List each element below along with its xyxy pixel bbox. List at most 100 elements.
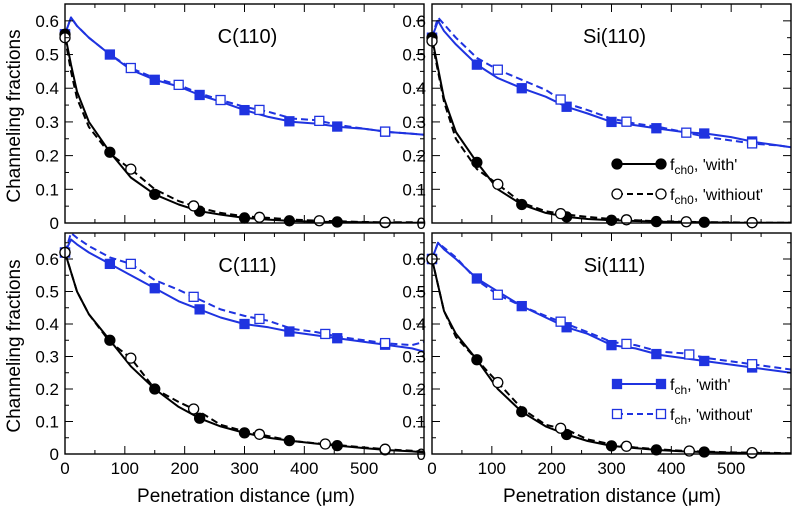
y-tick-label: 0.6 (402, 12, 426, 31)
marker-fch_with (332, 333, 343, 344)
marker-fch0_without (554, 422, 567, 434)
y-tick-label: 0.5 (35, 46, 59, 65)
marker-fch_without (188, 291, 199, 302)
y-tick-label: 0.2 (35, 380, 59, 399)
marker-fch_with (284, 326, 295, 337)
marker-fch_without (320, 328, 331, 340)
y-tick-label: 0.4 (402, 315, 426, 334)
y-tick-label: 0.3 (35, 348, 59, 367)
marker-fch0_with (193, 412, 206, 424)
x-axis-label-left: Penetration distance (μm) (137, 486, 355, 507)
y-tick-label: 0.4 (35, 79, 59, 98)
x-tick-label: 100 (111, 459, 139, 478)
marker-fch_with (471, 273, 483, 284)
marker-fch0_without (492, 376, 504, 389)
marker-fch_with (561, 322, 572, 333)
marker-fch_with (194, 89, 205, 101)
y-tick-label: 0.5 (35, 283, 59, 302)
series-line-fch0_without (432, 258, 791, 454)
panel-0-curves (65, 16, 424, 223)
y-tick-label: 0.3 (402, 113, 426, 132)
marker-fch0_with (471, 354, 483, 366)
marker-fch_with (606, 116, 617, 128)
marker-fch_with (699, 355, 710, 367)
marker-fch_with (471, 59, 483, 70)
marker-fch0_without (125, 163, 137, 175)
panel-title: Si(110) (583, 26, 646, 48)
panel-title: C(111) (218, 255, 276, 277)
y-tick-label: 0.6 (35, 12, 59, 31)
panel-1: 0 0.1 0.2 0.3 0.4 0.5 0.6 Si(110) (402, 3, 792, 233)
marker-fch_without (173, 79, 184, 91)
series-line-fch_without (432, 241, 791, 371)
marker-fch_without (492, 64, 503, 75)
y-tick-label: 0 (50, 214, 59, 233)
y-tick-label: 0.1 (402, 413, 426, 432)
marker-fch0_without (492, 178, 504, 190)
marker-fch0_with (516, 406, 528, 418)
marker-fch0_without (620, 214, 633, 226)
legend-marker-fch0_with (655, 158, 667, 170)
legend-bottom-right: fch, 'with' fch, 'without' (611, 377, 753, 427)
marker-fch_without (681, 127, 692, 138)
marker-fch0_with (650, 215, 663, 228)
marker-fch0_without (554, 207, 567, 220)
marker-fch0_with (471, 156, 483, 169)
marker-fch_with (606, 339, 617, 351)
marker-fch_without (379, 126, 391, 137)
y-tick-label: 0.2 (35, 147, 59, 166)
marker-fch_without (621, 116, 632, 127)
marker-fch0_with (331, 216, 343, 228)
y-tick-label: 0.3 (402, 348, 426, 367)
marker-fch_with (332, 121, 343, 132)
x-tick-label: 0 (60, 459, 69, 478)
marker-fch0_without (680, 216, 692, 228)
marker-fch0_with (516, 198, 528, 211)
marker-fch_with (239, 318, 250, 330)
y-tick-label: 0.2 (402, 147, 426, 166)
x-tick-label: 500 (717, 459, 745, 478)
legend-marker-fch_with (611, 378, 623, 390)
marker-fch0_with (149, 383, 161, 395)
marker-fch_without (555, 94, 566, 105)
x-tick-label: 200 (537, 459, 565, 478)
marker-fch_with (104, 258, 116, 270)
marker-fch0_with (104, 334, 116, 346)
series-line-fch0_with (432, 258, 791, 454)
marker-fch0_with (698, 446, 710, 458)
y-tick-label: 0 (417, 445, 426, 464)
y-tick-label: 0.2 (402, 380, 426, 399)
panel-3: 0 0.1 0.2 0.3 0.4 0.5 0.6 0 100 200 300 400 500 Si(11… (402, 232, 792, 478)
marker-fch0_without (253, 428, 266, 440)
marker-fch_with (699, 128, 710, 139)
marker-fch0_without (379, 443, 391, 455)
marker-fch0_without (125, 352, 137, 364)
marker-fch_with (104, 49, 116, 60)
marker-fch0_with (650, 444, 663, 456)
marker-fch0_with (331, 439, 343, 452)
legend-marker-fch0_with (611, 158, 623, 170)
marker-fch_without (379, 337, 391, 349)
marker-fch0_with (104, 146, 116, 158)
x-axis-label-right: Penetration distance (μm) (503, 486, 721, 507)
marker-fch_without (621, 338, 632, 350)
marker-fch_with (239, 104, 250, 116)
marker-fch0_without (313, 215, 325, 227)
marker-fch_without (125, 258, 136, 270)
y-tick-label: 0 (417, 214, 426, 233)
legend-label-fch0_with: fch0, 'with' (670, 157, 737, 177)
marker-fch_without (215, 94, 226, 106)
marker-fch0_without (379, 216, 391, 228)
x-tick-label: 300 (230, 459, 258, 478)
marker-fch0_without (187, 403, 200, 415)
marker-fch_with (651, 348, 662, 360)
marker-fch0_without (746, 447, 758, 459)
y-tick-label: 0 (50, 445, 59, 464)
y-tick-label: 0.5 (402, 46, 426, 65)
y-tick-label: 0.1 (35, 413, 59, 432)
legend-label-fch_without: fch, 'without' (670, 407, 753, 427)
marker-fch0_without (620, 440, 633, 452)
marker-fch_without (684, 349, 695, 360)
marker-fch_with (516, 300, 527, 312)
